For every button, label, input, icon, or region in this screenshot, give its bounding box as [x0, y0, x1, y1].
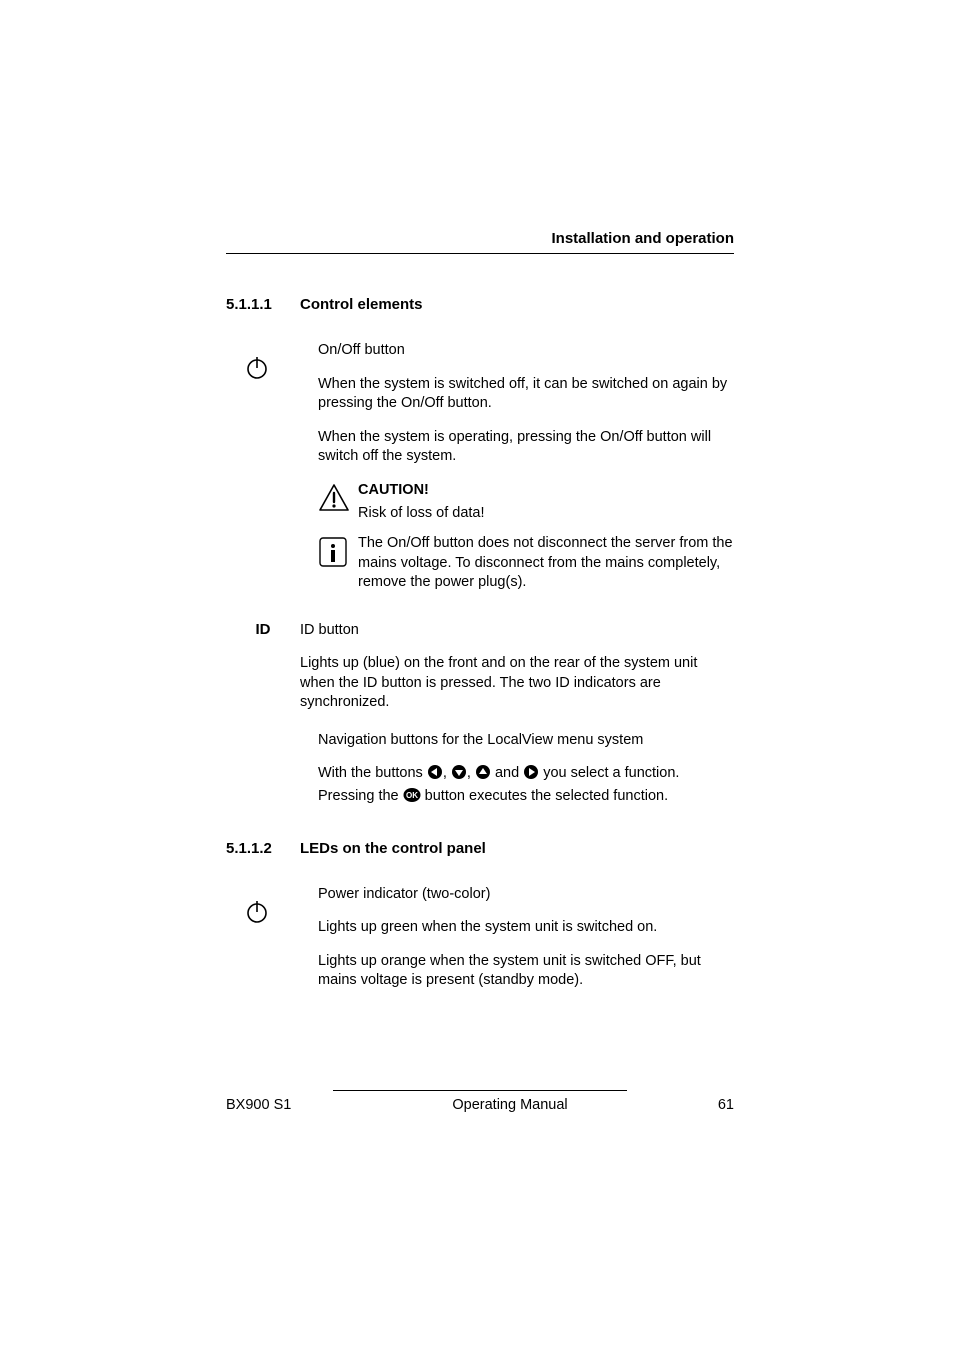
power-icon-col	[226, 341, 318, 603]
section-number: 5.1.1.1	[226, 296, 300, 313]
caution-text-block: CAUTION! Risk of loss of data!	[358, 481, 734, 524]
caution-text: Risk of loss of data!	[358, 504, 734, 524]
onoff-text: On/Off button When the system is switche…	[318, 341, 734, 603]
onoff-heading: On/Off button	[318, 341, 734, 361]
nav-block: Navigation buttons for the LocalView men…	[226, 731, 734, 810]
id-para1: Lights up (blue) on the front and on the…	[300, 654, 734, 713]
header-title: Installation and operation	[551, 230, 734, 247]
arrow-down-icon	[451, 764, 467, 787]
power-indicator-text: Power indicator (two-color) Lights up gr…	[318, 885, 734, 991]
arrow-right-icon	[523, 764, 539, 787]
caution-label: CAUTION!	[358, 481, 734, 501]
footer-rule	[333, 1090, 628, 1091]
footer-center: Operating Manual	[346, 1097, 674, 1113]
nav-heading: Navigation buttons for the LocalView men…	[318, 731, 734, 751]
power-p2: Lights up orange when the system unit is…	[318, 952, 734, 991]
power-indicator-icon	[244, 899, 270, 991]
section-title: Control elements	[300, 296, 423, 313]
onoff-para1: When the system is switched off, it can …	[318, 375, 734, 414]
id-marker: ID	[226, 621, 300, 713]
nav-text: Navigation buttons for the LocalView men…	[318, 731, 734, 810]
id-text: ID button Lights up (blue) on the front …	[300, 621, 734, 713]
power-p1: Lights up green when the system unit is …	[318, 918, 734, 938]
info-text: The On/Off button does not disconnect th…	[358, 534, 734, 593]
info-icon	[318, 534, 358, 593]
nav-t6: button executes the selected function.	[421, 788, 668, 804]
nav-t4: and	[491, 765, 523, 781]
nav-t3: ,	[467, 765, 475, 781]
nav-para: With the buttons , , and you select a fu…	[318, 764, 734, 809]
nav-icon-col	[226, 731, 318, 810]
onoff-block: On/Off button When the system is switche…	[226, 341, 734, 603]
onoff-para2: When the system is operating, pressing t…	[318, 428, 734, 467]
page: Installation and operation 5.1.1.1 Contr…	[0, 0, 954, 1351]
section-heading-2: 5.1.1.2 LEDs on the control panel	[226, 840, 734, 857]
arrow-left-icon	[427, 764, 443, 787]
power-indicator-block: Power indicator (two-color) Lights up gr…	[226, 885, 734, 991]
arrow-up-icon	[475, 764, 491, 787]
id-heading: ID button	[300, 621, 734, 641]
power-heading: Power indicator (two-color)	[318, 885, 734, 905]
power-icon	[244, 355, 270, 603]
nav-t2: ,	[443, 765, 451, 781]
section-number-2: 5.1.1.2	[226, 840, 300, 857]
power-indicator-icon-col	[226, 885, 318, 991]
caution-icon	[318, 481, 358, 524]
footer-right: 61	[674, 1097, 734, 1113]
nav-t1: With the buttons	[318, 765, 427, 781]
section-title-2: LEDs on the control panel	[300, 840, 486, 857]
page-header: Installation and operation	[226, 230, 734, 254]
page-footer: BX900 S1 Operating Manual 61	[226, 1090, 734, 1113]
section-heading: 5.1.1.1 Control elements	[226, 296, 734, 313]
footer-left: BX900 S1	[226, 1097, 346, 1113]
ok-icon: OK	[403, 787, 421, 810]
footer-row: BX900 S1 Operating Manual 61	[226, 1097, 734, 1113]
info-note: The On/Off button does not disconnect th…	[318, 534, 734, 593]
caution-note: CAUTION! Risk of loss of data!	[318, 481, 734, 524]
svg-text:OK: OK	[406, 791, 418, 800]
id-block: ID ID button Lights up (blue) on the fro…	[226, 621, 734, 713]
